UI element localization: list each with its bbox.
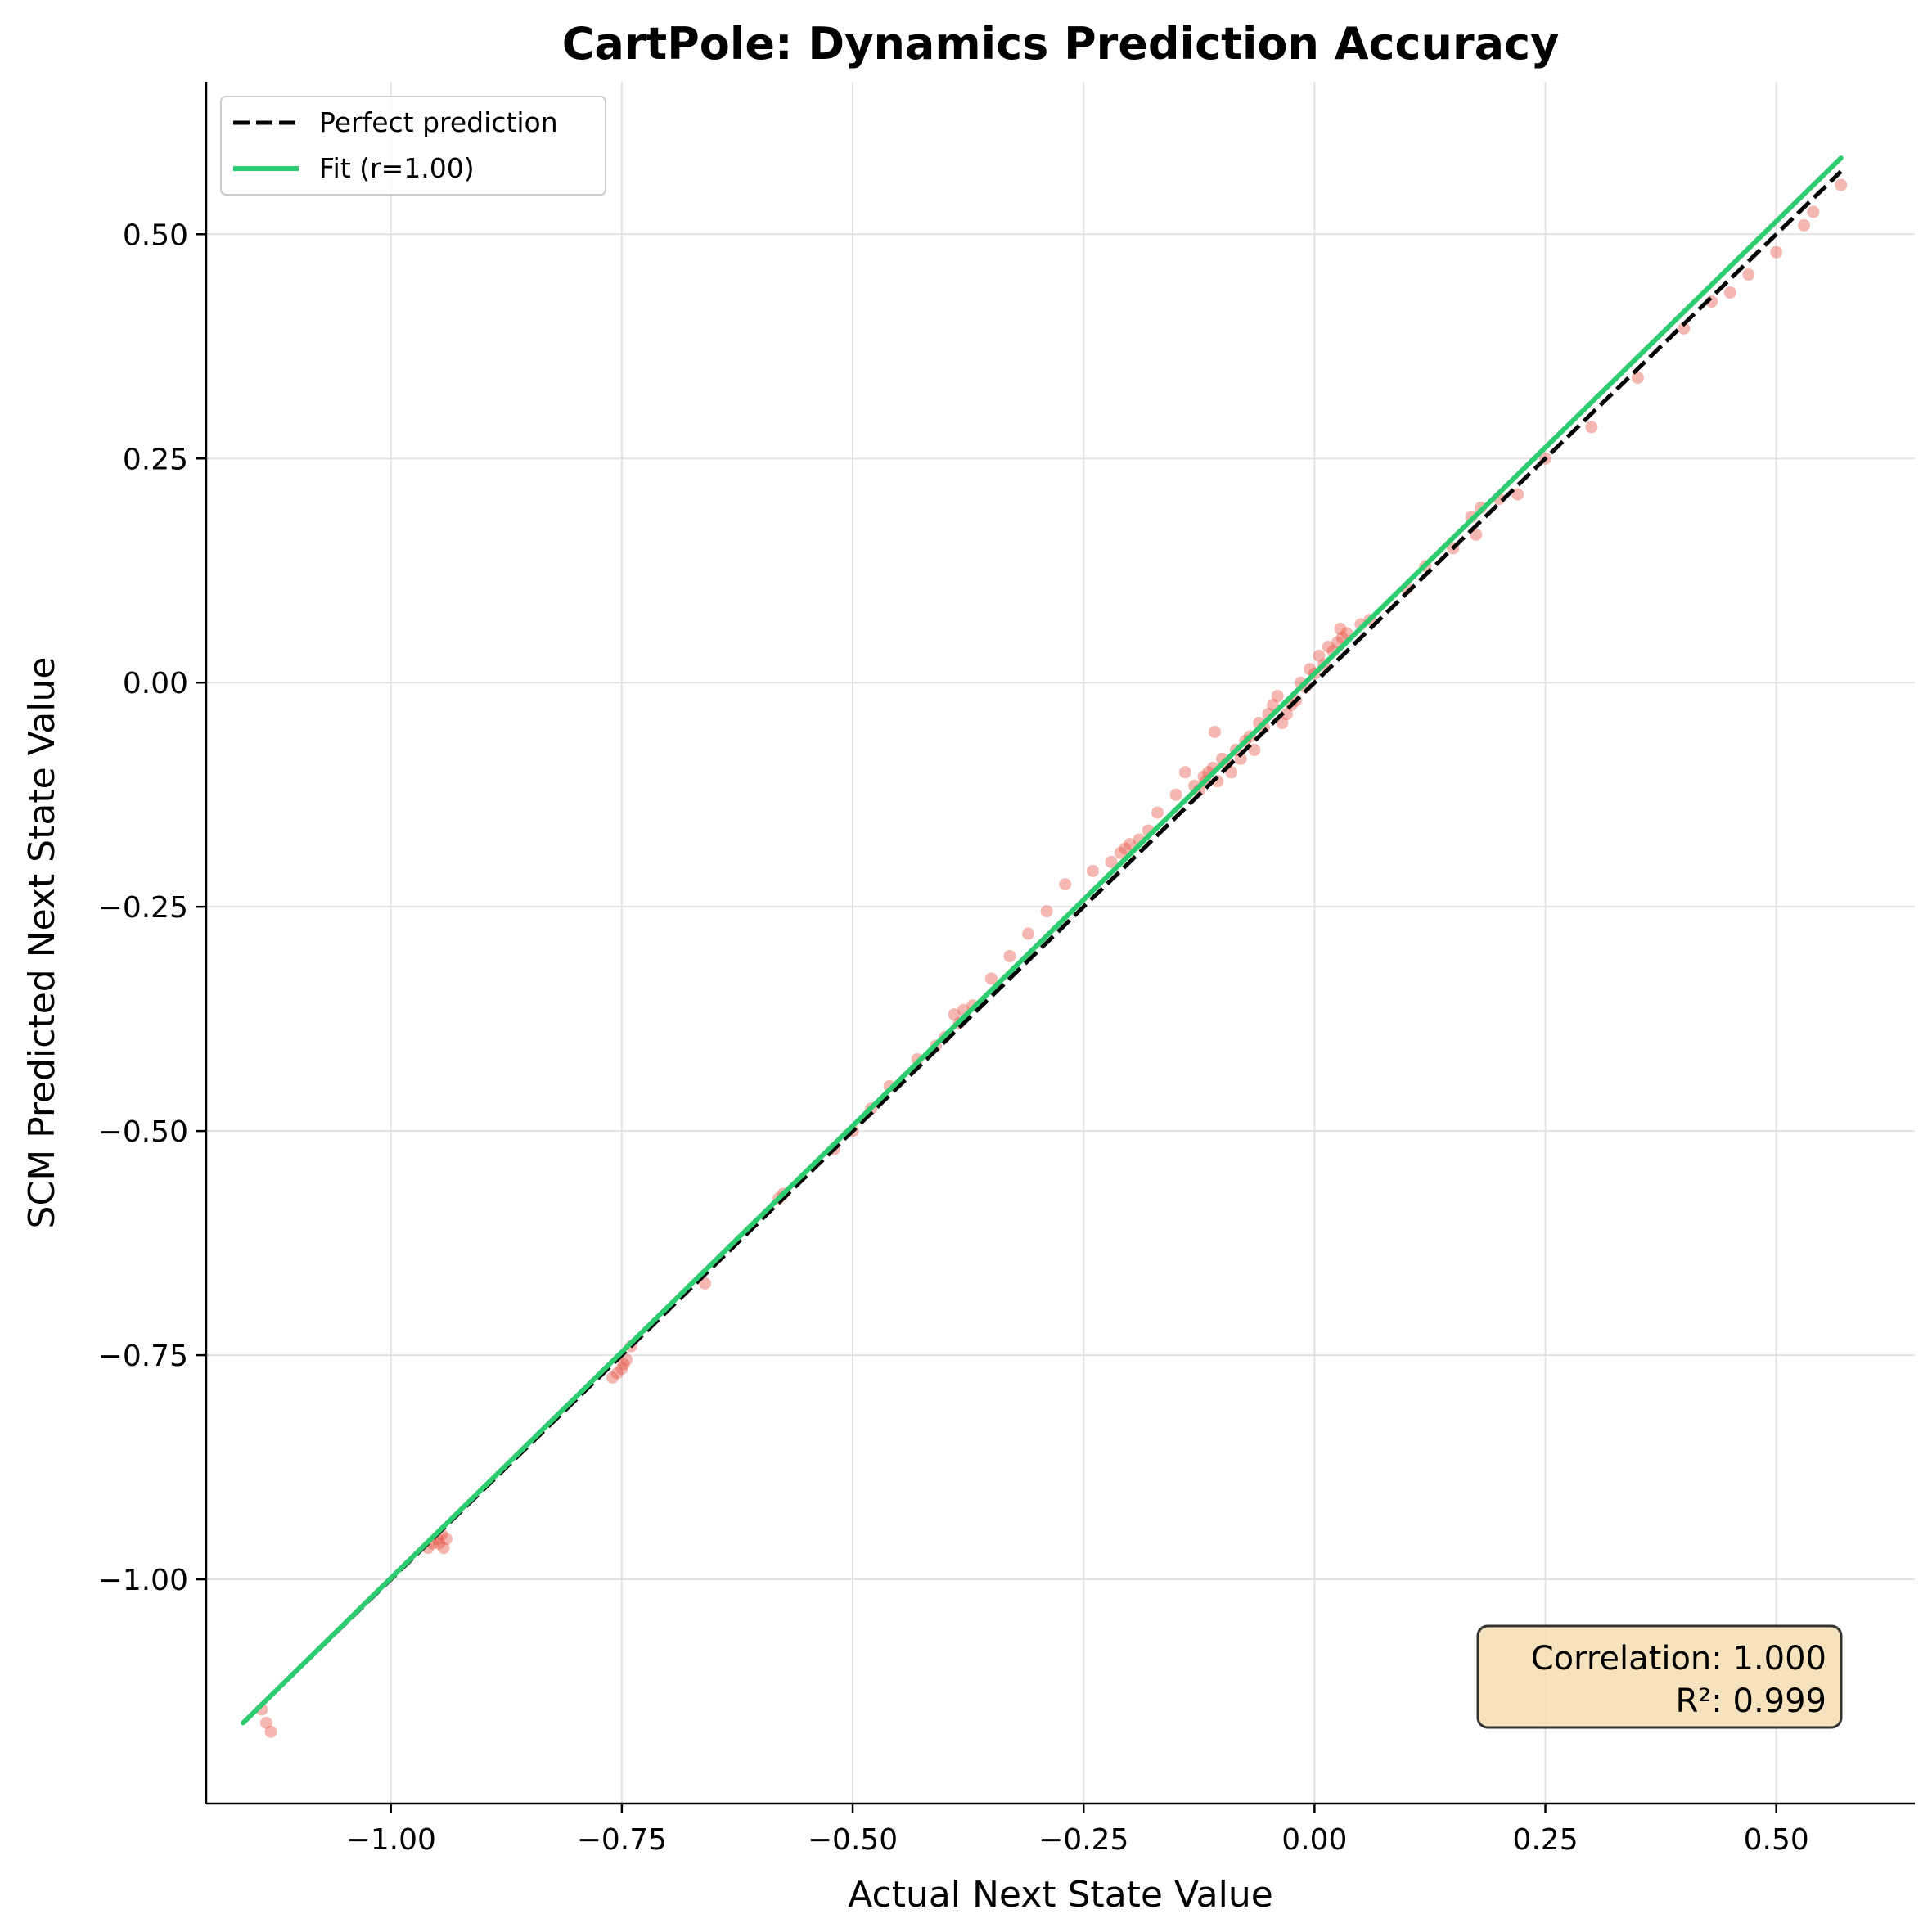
data-point — [1631, 372, 1644, 385]
data-point — [1678, 322, 1691, 335]
r-squared-text: R²: 0.999 — [1675, 1682, 1826, 1720]
data-point — [437, 1542, 450, 1555]
stats-annotation: Correlation: 1.000 R²: 0.999 — [1476, 1624, 1843, 1729]
x-tick-label: −0.25 — [1038, 1823, 1128, 1857]
data-point — [1313, 649, 1326, 662]
data-point — [259, 1716, 272, 1729]
legend-fit-label: Fit (r=1.00) — [319, 152, 475, 184]
data-point — [1003, 949, 1016, 962]
data-point — [948, 1008, 961, 1021]
data-point — [1087, 864, 1100, 877]
data-point — [1169, 788, 1182, 801]
stats-box — [1476, 1624, 1843, 1729]
data-point — [615, 1362, 628, 1376]
data-point — [1059, 878, 1072, 891]
data-point — [1281, 708, 1294, 721]
data-point — [1234, 752, 1247, 765]
data-point — [1119, 842, 1132, 855]
plot-area — [241, 155, 1848, 1738]
correlation-text: Correlation: 1.000 — [1531, 1640, 1826, 1678]
legend: Perfect prediction Fit (r=1.00) — [220, 96, 606, 196]
data-point — [1208, 725, 1221, 738]
data-point — [1040, 905, 1053, 918]
data-point — [1585, 421, 1598, 434]
data-point — [1798, 218, 1811, 232]
data-point — [1225, 766, 1238, 779]
data-point — [1511, 488, 1524, 501]
data-point — [606, 1371, 619, 1384]
axis-ticks: −1.00 −0.75 −0.50 −0.25 0.00 0.25 0.50 −1.00 −0.… — [98, 218, 1809, 1857]
x-tick-label: −1.00 — [346, 1823, 436, 1857]
y-tick-label: −0.50 — [98, 1115, 188, 1149]
data-point — [1334, 622, 1347, 635]
legend-box — [220, 96, 606, 196]
fit-line — [241, 155, 1844, 1726]
data-point — [1807, 205, 1820, 218]
data-point — [1151, 806, 1164, 819]
y-tick-label: 0.25 — [123, 443, 188, 476]
data-point — [620, 1353, 633, 1367]
y-axis-label: SCM Predicted Next State Value — [21, 657, 63, 1229]
grid — [206, 82, 1915, 1804]
data-point — [610, 1367, 624, 1380]
data-point — [1114, 846, 1127, 859]
data-point — [1322, 640, 1335, 653]
data-point — [1271, 690, 1284, 703]
data-point — [1470, 528, 1483, 541]
data-point — [1105, 855, 1118, 868]
data-point — [1723, 286, 1736, 299]
x-tick-label: 0.00 — [1281, 1823, 1347, 1857]
data-point — [1021, 927, 1034, 940]
data-point — [698, 1277, 711, 1290]
data-point — [617, 1358, 630, 1371]
x-tick-label: 0.25 — [1512, 1823, 1578, 1857]
data-point — [1178, 766, 1191, 779]
data-point — [439, 1533, 453, 1546]
y-tick-label: −0.75 — [98, 1340, 188, 1373]
data-point — [1835, 178, 1848, 191]
chart-title: CartPole: Dynamics Prediction Accuracy — [562, 18, 1560, 70]
legend-perfect-label: Perfect prediction — [319, 106, 558, 138]
x-tick-label: −0.75 — [577, 1823, 667, 1857]
data-point — [264, 1725, 277, 1738]
x-tick-label: −0.50 — [808, 1823, 898, 1857]
data-point — [1742, 268, 1755, 281]
x-axis-label: Actual Next State Value — [848, 1874, 1273, 1916]
data-point — [1248, 743, 1261, 756]
data-point — [432, 1537, 445, 1550]
y-tick-label: 0.00 — [123, 667, 188, 700]
y-tick-label: −1.00 — [98, 1564, 188, 1597]
y-tick-label: −0.25 — [98, 891, 188, 925]
data-point — [984, 972, 998, 985]
data-point — [1124, 837, 1137, 850]
y-tick-label: 0.50 — [123, 218, 188, 252]
data-point — [1770, 245, 1783, 259]
data-point — [1276, 717, 1289, 730]
x-tick-label: 0.50 — [1744, 1823, 1809, 1857]
